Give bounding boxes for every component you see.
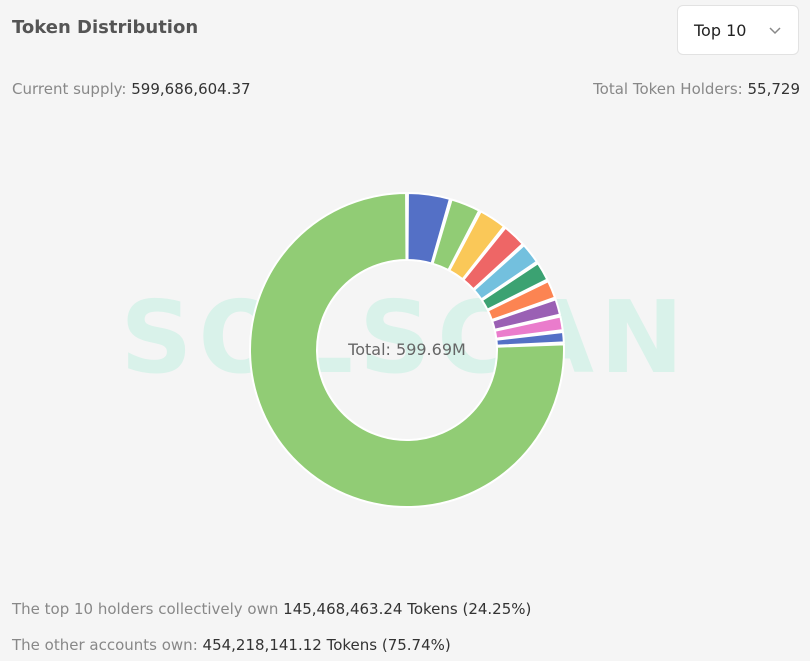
top-holders-summary: The top 10 holders collectively own 145,… [12, 600, 531, 618]
total-holders: Total Token Holders: 55,729 [593, 80, 800, 98]
donut-slice[interactable] [249, 192, 565, 508]
donut-slice[interactable] [491, 298, 561, 331]
donut-slice[interactable] [448, 210, 505, 281]
top-summary-prefix: The top 10 holders collectively own [12, 600, 279, 618]
top-holders-select[interactable]: Top 10 [677, 5, 799, 55]
other-summary-value: 454,218,141.12 Tokens (75.74%) [202, 636, 451, 654]
current-supply: Current supply: 599,686,604.37 [12, 80, 251, 98]
donut-slice[interactable] [493, 315, 564, 340]
chevron-down-icon [769, 27, 781, 35]
donut-slice[interactable] [431, 198, 481, 272]
other-summary-prefix: The other accounts own: [12, 636, 198, 654]
donut-slice[interactable] [462, 226, 524, 291]
top-summary-value: 145,468,463.24 Tokens (24.25%) [283, 600, 532, 618]
donut-slice[interactable] [486, 280, 557, 321]
other-accounts-summary: The other accounts own: 454,218,141.12 T… [12, 636, 451, 654]
donut-slice[interactable] [406, 192, 451, 265]
supply-value: 599,686,604.37 [131, 80, 251, 98]
donut-slices [249, 192, 565, 508]
donut-chart: SOLSCAN Total: 599.69M [120, 192, 689, 508]
watermark-text: SOLSCAN [120, 279, 689, 396]
donut-slice[interactable] [495, 331, 565, 347]
holders-value: 55,729 [747, 80, 801, 98]
page-title: Token Distribution [12, 17, 199, 38]
holders-label: Total Token Holders: [593, 80, 743, 98]
donut-slice[interactable] [473, 244, 538, 301]
chart-center-label: Total: 599.69M [347, 340, 466, 359]
supply-label: Current supply: [12, 80, 127, 98]
donut-slice[interactable] [481, 262, 549, 311]
select-value: Top 10 [694, 20, 747, 40]
